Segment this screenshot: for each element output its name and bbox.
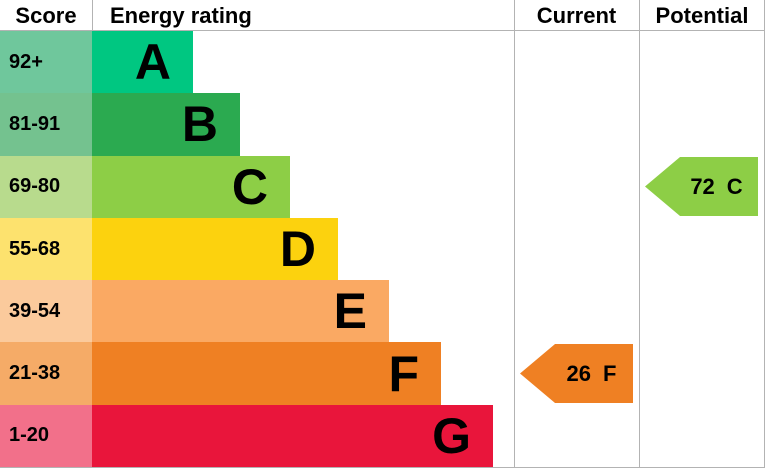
- potential-column-divider-line: [639, 0, 640, 468]
- column-header-score: Score: [0, 0, 92, 31]
- score-range-b: 81-91: [0, 93, 92, 156]
- band-bar-d: D: [92, 217, 338, 281]
- score-range-c-label: 69-80: [9, 175, 61, 198]
- current-column-divider-line: [514, 0, 515, 468]
- score-range-g: 1-20: [0, 404, 92, 468]
- column-header-potential: Potential: [639, 0, 765, 31]
- band-letter-b: B: [181, 96, 218, 153]
- score-range-e-label: 39-54: [9, 299, 61, 322]
- score-range-f: 21-38: [0, 342, 92, 405]
- band-bar-f: F: [92, 342, 441, 405]
- score-range-c: 69-80: [0, 155, 92, 218]
- band-letter-a: A: [134, 34, 171, 91]
- score-column-divider-line: [92, 0, 93, 30]
- score-range-a: 92+: [0, 31, 92, 94]
- score-range-a-label: 92+: [9, 50, 43, 73]
- potential-rating-band: C: [726, 173, 743, 199]
- band-row-c: 69-80 C: [0, 155, 514, 218]
- band-rows: 92+ A 81-91 B 69-80 C 55-68: [0, 31, 514, 468]
- band-letter-d: D: [279, 221, 316, 278]
- band-row-b: 81-91 B: [0, 93, 514, 156]
- band-bar-c: C: [92, 155, 290, 218]
- potential-rating-value: 72: [690, 173, 715, 199]
- header-divider-line: [0, 30, 765, 31]
- band-bar-g: G: [92, 404, 493, 468]
- column-header-potential-label: Potential: [655, 2, 749, 28]
- band-bar-a: A: [92, 31, 193, 94]
- band-row-f: 21-38 F: [0, 342, 514, 405]
- band-row-a: 92+ A: [0, 31, 514, 94]
- band-bar-b: B: [92, 93, 240, 156]
- bottom-border-line: [0, 467, 765, 468]
- current-rating-band: F: [603, 360, 617, 386]
- column-header-energy-rating-label: Energy rating: [110, 2, 252, 28]
- band-letter-g: G: [432, 407, 471, 464]
- score-range-b-label: 81-91: [9, 112, 61, 135]
- score-range-g-label: 1-20: [9, 424, 50, 447]
- score-range-e: 39-54: [0, 280, 92, 343]
- column-header-score-label: Score: [15, 2, 77, 28]
- band-row-d: 55-68 D: [0, 217, 514, 281]
- band-row-e: 39-54 E: [0, 280, 514, 343]
- score-range-f-label: 21-38: [9, 362, 61, 385]
- current-rating-value: 26: [566, 360, 592, 386]
- band-letter-c: C: [231, 158, 268, 215]
- band-letter-f: F: [388, 345, 419, 402]
- current-rating-arrow: 26 F: [520, 344, 633, 403]
- potential-rating-arrow: 72 C: [645, 157, 758, 216]
- band-bar-e: E: [92, 280, 389, 343]
- band-letter-e: E: [333, 283, 367, 340]
- score-range-d-label: 55-68: [9, 237, 61, 260]
- band-row-g: 1-20 G: [0, 404, 514, 468]
- score-range-d: 55-68: [0, 217, 92, 281]
- column-header-current-label: Current: [536, 2, 617, 28]
- column-header-energy-rating: Energy rating: [92, 0, 514, 31]
- column-header-current: Current: [514, 0, 639, 31]
